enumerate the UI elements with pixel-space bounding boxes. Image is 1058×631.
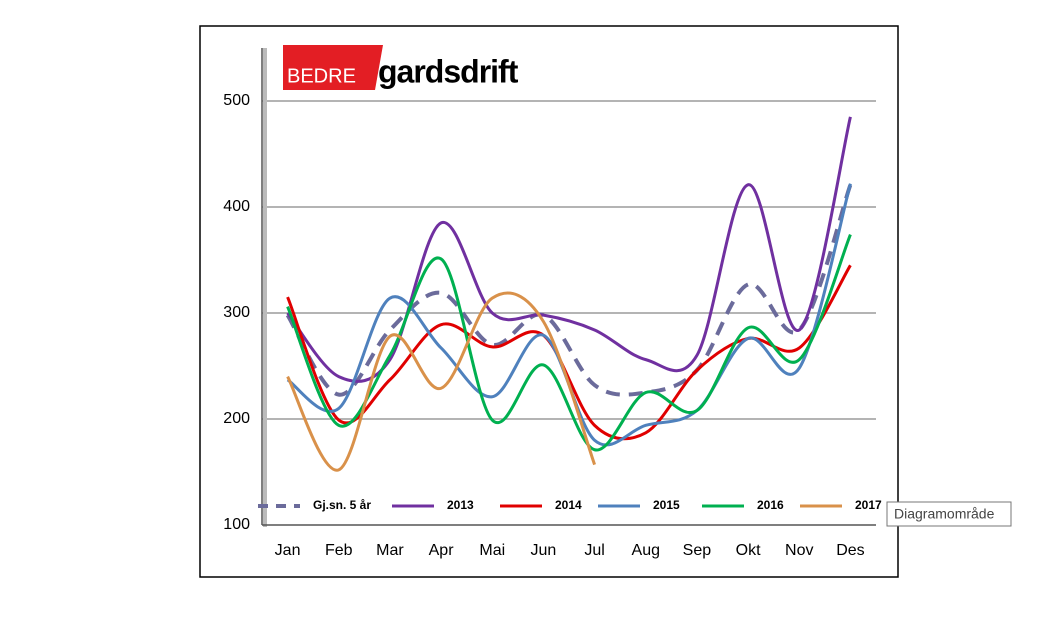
- x-tick-label: Okt: [736, 542, 761, 559]
- y-tick-label: 100: [223, 516, 250, 533]
- legend-label: 2015: [653, 498, 680, 512]
- legend-label: 2016: [757, 498, 784, 512]
- legend-label: 2014: [555, 498, 582, 512]
- x-tick-label: Nov: [785, 542, 813, 559]
- series-line: [286, 291, 596, 472]
- legend-label: 2017: [855, 498, 882, 512]
- plot: 100 200 300 400 500 Jan Feb Mar Apr Mai Jun Jul Aug S…: [223, 48, 882, 559]
- y-tick-label: 500: [223, 92, 250, 109]
- x-tick-label: Aug: [632, 542, 660, 559]
- x-tick-label: Des: [836, 542, 864, 559]
- logo-red: BEDRE: [287, 65, 356, 87]
- legend-label: Gj.sn. 5 år: [313, 498, 371, 512]
- tooltip: Diagramområde: [894, 506, 995, 522]
- x-tick-label: Sep: [683, 542, 712, 559]
- series-line: [286, 116, 852, 383]
- chart-frame: [199, 25, 899, 578]
- y-tick-label: 400: [223, 198, 250, 215]
- tooltip-box: [886, 501, 1012, 527]
- x-tick-label: Mai: [479, 542, 505, 559]
- y-tick-label: 300: [223, 304, 250, 321]
- y-tick-label: 200: [223, 410, 250, 427]
- x-tick-label: Mar: [376, 542, 404, 559]
- x-tick-label: Feb: [325, 542, 353, 559]
- series-line: [285, 184, 853, 397]
- logo-black: gardsdrift: [378, 53, 519, 89]
- legend-label: 2013: [447, 498, 474, 512]
- x-tick-label: Apr: [429, 542, 455, 559]
- logo-box: [283, 45, 383, 90]
- x-tick-label: Jun: [531, 542, 557, 559]
- series-line: [286, 233, 852, 452]
- x-tick-label: Jan: [275, 542, 301, 559]
- x-tick-label: Jul: [584, 542, 604, 559]
